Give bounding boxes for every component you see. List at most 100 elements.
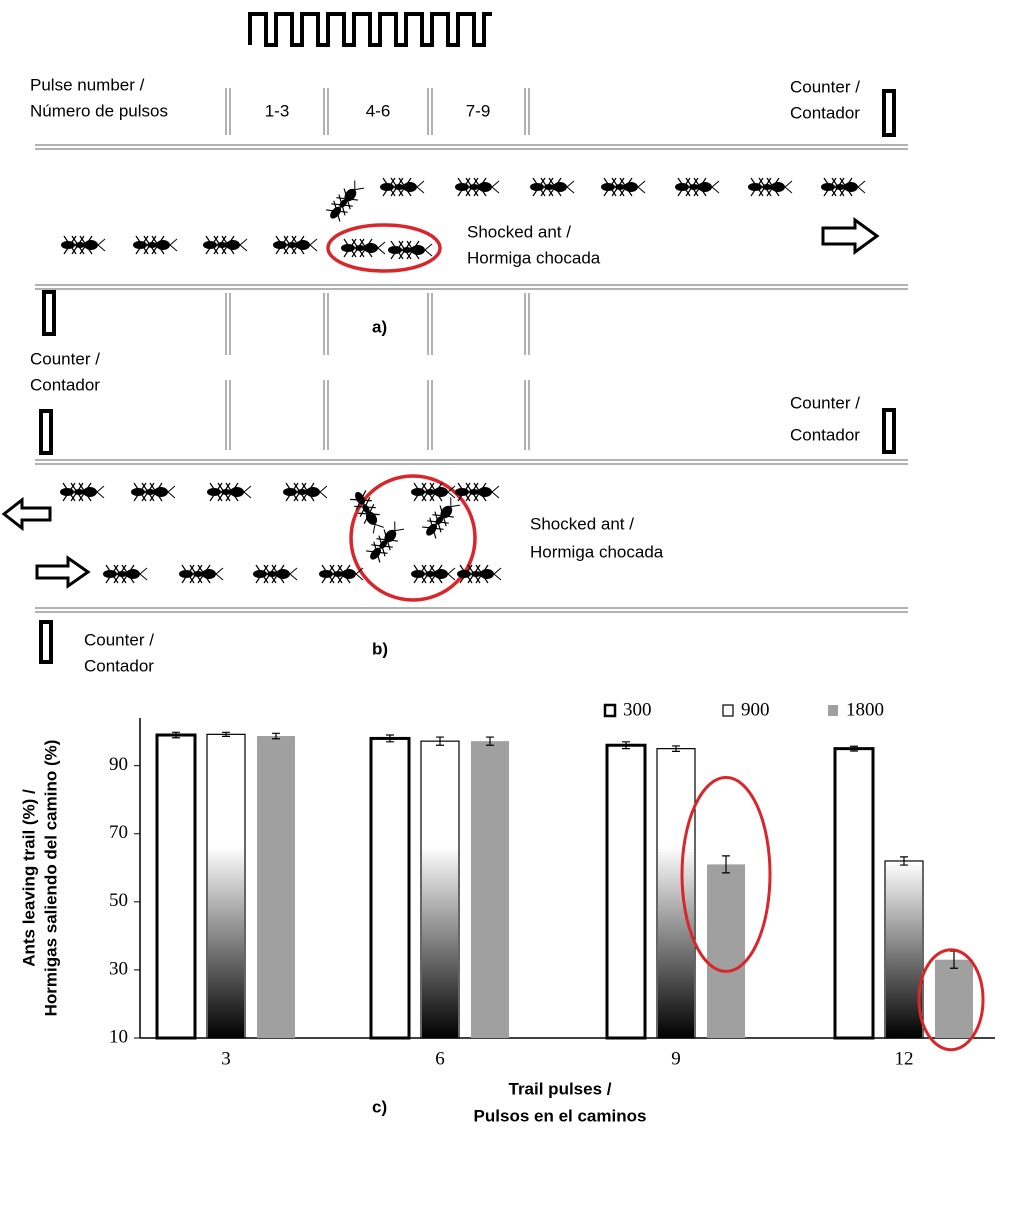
- ant-antenna: [785, 187, 792, 193]
- ant-antenna: [97, 492, 104, 498]
- y-tick-label: 90: [109, 754, 128, 775]
- bar: [371, 738, 409, 1038]
- ant-body: [411, 245, 425, 255]
- ant-antenna: [492, 486, 499, 492]
- x-tick-label: 12: [895, 1048, 914, 1069]
- ant-antenna: [140, 568, 147, 574]
- y-tick-label: 70: [109, 822, 128, 843]
- ant: [341, 239, 385, 257]
- direction-arrow: [37, 558, 88, 586]
- ant-body: [425, 571, 435, 577]
- ant-body: [455, 183, 469, 191]
- ant-antenna: [168, 486, 175, 492]
- ant-body: [530, 183, 544, 191]
- ant-antenna: [858, 187, 865, 193]
- ant-antenna: [244, 492, 251, 498]
- ant-body: [61, 241, 75, 249]
- ant-antenna: [244, 486, 251, 492]
- ant-body: [355, 245, 365, 251]
- ant-antenna: [638, 181, 645, 187]
- ant-antenna: [785, 181, 792, 187]
- ant-antenna: [97, 486, 104, 492]
- ant: [283, 483, 327, 501]
- shocked-label: Shocked ant /: [467, 222, 571, 241]
- ant-body: [306, 487, 320, 497]
- ant-body: [84, 240, 98, 250]
- ant-antenna: [168, 492, 175, 498]
- ant-body: [267, 571, 277, 577]
- panel-label: a): [372, 317, 387, 336]
- counter: [884, 410, 894, 452]
- ant-body: [544, 184, 554, 190]
- figure: Pulse number / Número de pulsos 1-3 4-6 …: [0, 0, 1009, 1213]
- ant-antenna: [310, 245, 317, 251]
- panel-label: c): [372, 1097, 387, 1116]
- ant-antenna: [320, 486, 327, 492]
- legend-label: 900: [741, 699, 770, 720]
- ant-body: [273, 241, 287, 249]
- bar: [835, 749, 873, 1038]
- ant-body: [411, 570, 425, 578]
- ant-antenna: [140, 574, 147, 580]
- counter-label: Counter /: [790, 77, 860, 96]
- bar: [157, 735, 195, 1038]
- ant-body: [455, 488, 469, 496]
- ant-body: [394, 184, 404, 190]
- shocked-label: Shocked ant /: [530, 514, 634, 533]
- bar-shading: [886, 862, 922, 1038]
- y-axis-title: Ants leaving trail (%) /: [19, 789, 38, 967]
- counter: [41, 411, 51, 453]
- ant-body: [83, 487, 97, 497]
- pulse-label: Número de pulsos: [30, 101, 168, 120]
- bar: [707, 864, 745, 1038]
- panel-label: b): [372, 639, 388, 658]
- ant: [60, 483, 104, 501]
- ant-antenna: [417, 187, 424, 193]
- ant-antenna: [446, 497, 455, 506]
- bar: [607, 745, 645, 1038]
- ant-body: [276, 569, 290, 579]
- ant-antenna: [310, 239, 317, 245]
- ant-antenna: [451, 501, 460, 510]
- ant-body: [296, 240, 310, 250]
- ant-body: [74, 489, 84, 495]
- range-label: 4-6: [366, 101, 391, 120]
- ant-body: [75, 242, 85, 248]
- ant-body: [117, 571, 127, 577]
- ant-body: [133, 241, 147, 249]
- ant-antenna: [492, 181, 499, 187]
- ant-antenna: [448, 574, 455, 580]
- direction-arrow: [4, 500, 50, 528]
- ant-body: [388, 246, 402, 254]
- ant-antenna: [567, 187, 574, 193]
- ant-antenna: [494, 568, 501, 574]
- ant-body: [221, 489, 231, 495]
- ant-body: [553, 182, 567, 192]
- legend-swatch: [828, 705, 838, 716]
- bar-shading: [658, 846, 694, 1038]
- counter: [44, 292, 54, 334]
- ant-body: [615, 184, 625, 190]
- ant-antenna: [494, 574, 501, 580]
- ant-body: [145, 489, 155, 495]
- ant-antenna: [320, 492, 327, 498]
- counter-label: Contador: [790, 425, 860, 444]
- ant-antenna: [370, 524, 379, 533]
- ant-antenna: [425, 250, 432, 256]
- ant-body: [402, 247, 412, 253]
- counter-label: Counter /: [790, 393, 860, 412]
- ant-body: [147, 242, 157, 248]
- ant-antenna: [390, 521, 399, 530]
- ant-antenna: [216, 568, 223, 574]
- ant-body: [601, 183, 615, 191]
- ant-body: [341, 244, 355, 252]
- ant-body: [207, 488, 221, 496]
- ant-antenna: [290, 568, 297, 574]
- ant-body: [342, 569, 356, 579]
- ant-body: [471, 571, 481, 577]
- ant-body: [154, 487, 168, 497]
- counter: [884, 91, 894, 135]
- bar: [257, 736, 295, 1038]
- ant: [821, 178, 865, 196]
- legend-swatch: [605, 705, 615, 716]
